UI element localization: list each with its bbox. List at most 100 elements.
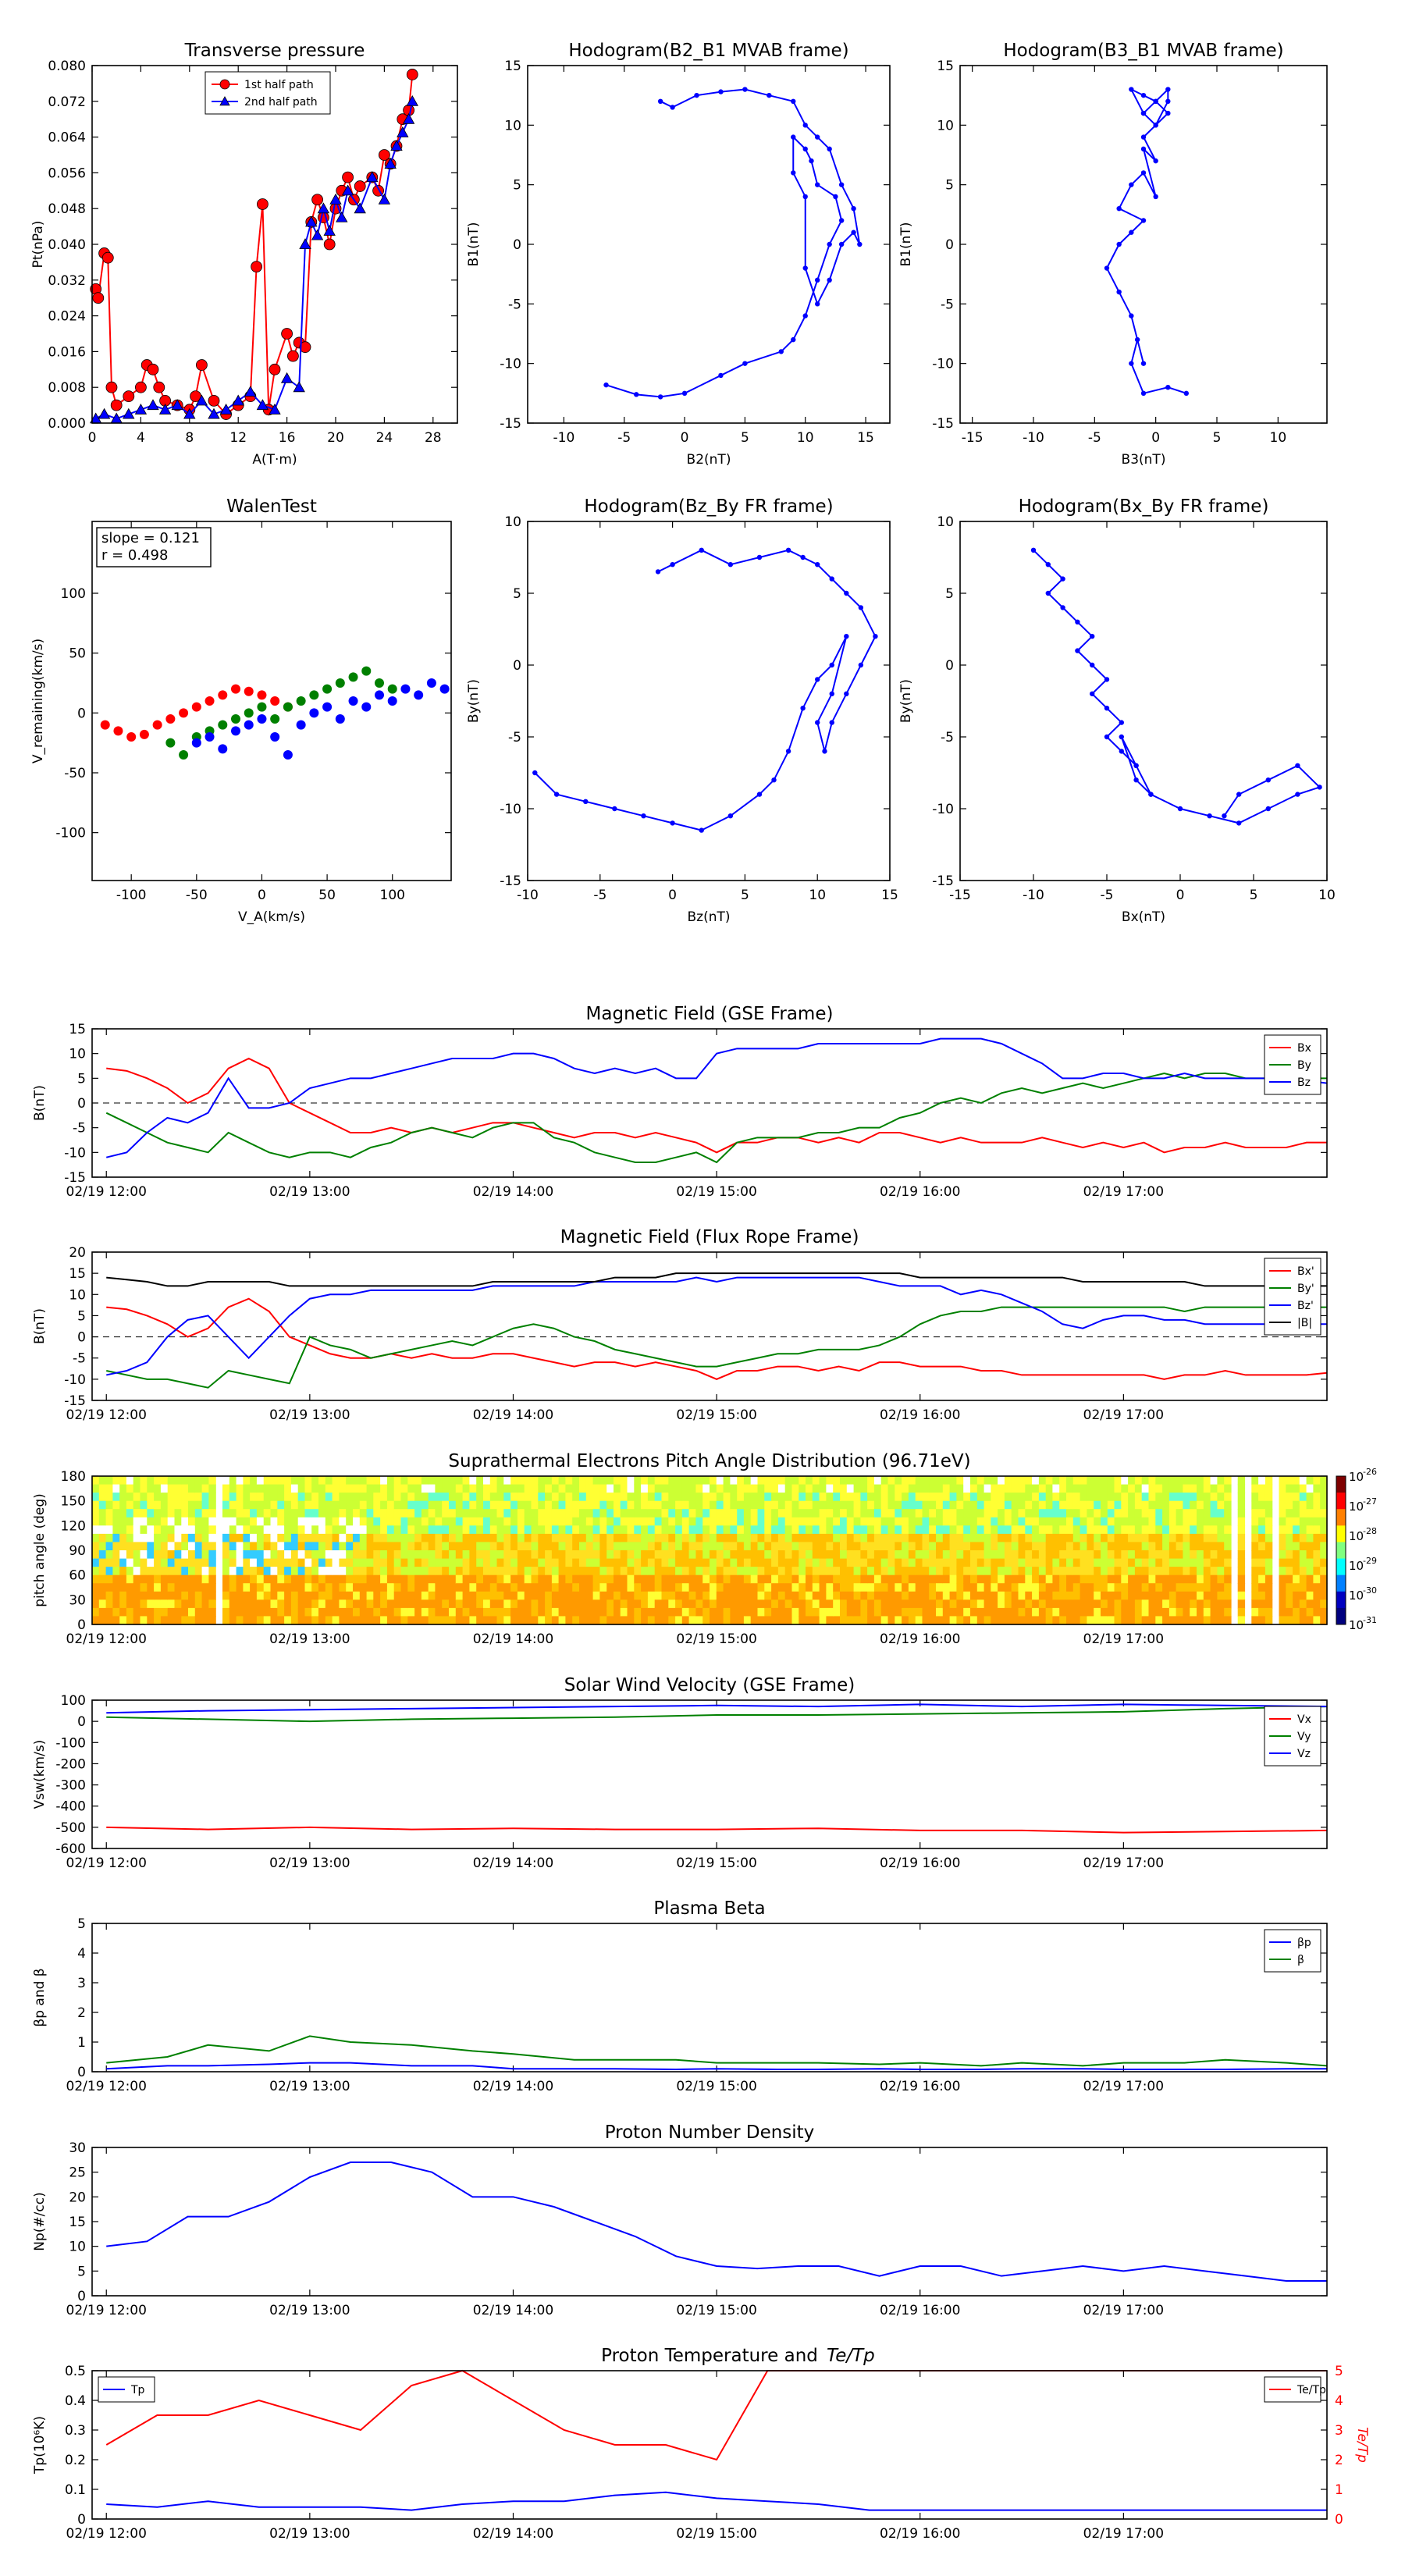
heatmap-cell [538,1599,546,1609]
heatmap-cell [476,1542,484,1551]
data-point [179,708,189,718]
heatmap-cell [407,1476,415,1485]
heatmap-cell [442,1509,450,1518]
heatmap-cell [229,1558,237,1567]
heatmap-cell [984,1509,991,1518]
heatmap-cell [702,1533,710,1543]
heatmap-cell [1264,1500,1273,1510]
heatmap-cell [318,1533,326,1543]
data-point [815,182,820,187]
heatmap-cell [942,1583,951,1592]
heatmap-cell [970,1567,978,1576]
heatmap-cell [812,1542,820,1551]
heatmap-cell [723,1493,731,1502]
time-tick-label: 02/19 16:00 [880,2303,960,2318]
chart-hzy: Hodogram(Bz_By FR frame)Bz(nT)By(nT)-15-… [466,496,898,925]
heatmap-cell [105,1509,113,1518]
heatmap-cell [1101,1591,1108,1600]
heatmap-cell [1155,1493,1163,1502]
heatmap-cell [1183,1550,1190,1560]
heatmap-cell [833,1533,841,1543]
heatmap-cell [1094,1500,1101,1510]
heatmap-cell [1162,1616,1170,1625]
heatmap-cell [1121,1509,1129,1518]
y-tick-label: 0.008 [48,380,86,396]
heatmap-cell [784,1484,793,1493]
heatmap-cell [737,1509,745,1518]
heatmap-cell [620,1500,628,1510]
heatmap-cell [956,1493,964,1502]
heatmap-cell [373,1616,381,1625]
heatmap-cell [380,1484,388,1493]
data-point [827,146,832,152]
heatmap-cell [1038,1558,1047,1567]
heatmap-cell [614,1558,621,1567]
heatmap-cell [627,1574,635,1584]
heatmap-cell [92,1509,100,1518]
heatmap-cell [297,1616,306,1625]
heatmap-cell [1251,1599,1259,1609]
heatmap-cell [297,1500,306,1510]
heatmap-cell [1066,1616,1074,1625]
heatmap-cell [840,1493,848,1502]
heatmap-cell [421,1591,429,1600]
heatmap-cell [1197,1550,1204,1560]
heatmap-cell [1038,1476,1047,1485]
heatmap-cell [1155,1583,1163,1592]
heatmap-cell [538,1574,546,1584]
heatmap-cell [545,1599,553,1609]
legend-box [1264,1929,1321,1973]
heatmap-cell [201,1476,209,1485]
heatmap-cell [647,1476,656,1485]
heatmap-cell [880,1550,889,1560]
heatmap-cell [1107,1500,1115,1510]
data-point [1222,813,1227,819]
heatmap-cell [887,1599,895,1609]
heatmap-cell [1320,1574,1328,1584]
heatmap-cell [1107,1476,1115,1485]
heatmap-cell [922,1517,930,1526]
heatmap-cell [1052,1525,1060,1535]
heatmap-cell [428,1476,436,1485]
y-tick-label: -5 [73,1121,86,1137]
data-point [641,813,646,819]
heatmap-cell [860,1509,868,1518]
heatmap-cell [373,1583,381,1592]
heatmap-cell [1094,1484,1101,1493]
heatmap-cell [860,1484,868,1493]
heatmap-cell [991,1550,998,1560]
heatmap-cell [716,1599,724,1609]
heatmap-cell [949,1591,957,1600]
heatmap-cell [1018,1493,1026,1502]
y-tick-label: 0 [945,658,954,674]
heatmap-cell [661,1558,669,1567]
heatmap-cell [867,1476,875,1485]
heatmap-cell [840,1542,848,1551]
colorbar-exponent: -28 [1363,1526,1377,1536]
legend-label: βp [1297,1937,1311,1949]
heatmap-cell [1072,1607,1081,1617]
y-tick-label: 0.2 [65,2453,86,2468]
heatmap-cell [1101,1583,1108,1592]
heatmap-cell [442,1533,450,1543]
heatmap-cell [119,1607,127,1617]
data-point [1119,720,1125,725]
heatmap-cell [1018,1509,1026,1518]
heatmap-cell [1094,1509,1101,1518]
heatmap-cell [572,1558,580,1567]
heatmap-cell [846,1500,855,1510]
heatmap-cell [304,1591,312,1600]
heatmap-cell [188,1607,196,1617]
heatmap-cell [119,1591,127,1600]
heatmap-cell [1299,1591,1307,1600]
heatmap-cell [510,1500,518,1510]
heatmap-cell [1107,1574,1115,1584]
heatmap-cell [243,1574,251,1584]
time-tick-label: 02/19 12:00 [66,2303,147,2318]
heatmap-cell [558,1484,566,1493]
heatmap-cell [476,1567,484,1576]
heatmap-cell [702,1542,710,1551]
heatmap-cell [695,1574,703,1584]
heatmap-cell [777,1599,786,1609]
